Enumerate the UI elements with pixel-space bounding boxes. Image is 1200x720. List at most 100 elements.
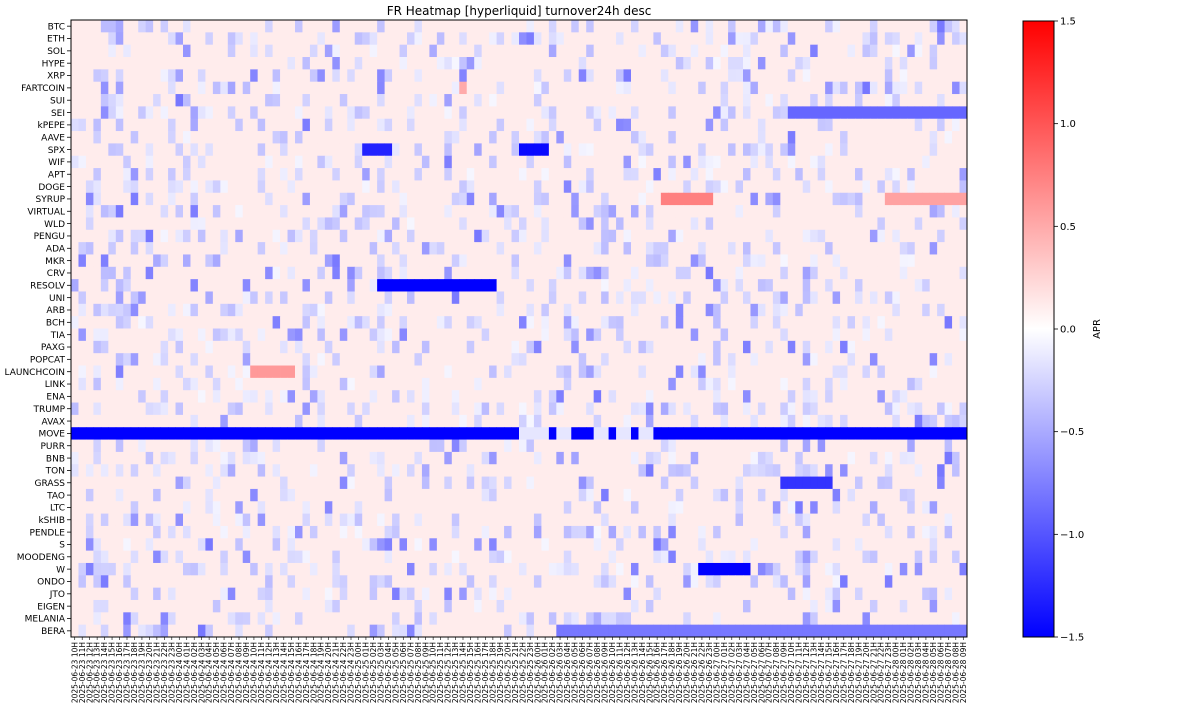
heatmap-cell: [899, 143, 908, 157]
heatmap-cell: [616, 180, 624, 194]
heatmap-cell: [377, 143, 385, 157]
heatmap-cell: [324, 254, 333, 268]
heatmap-cell: [489, 340, 497, 354]
heatmap-cell: [675, 229, 684, 243]
heatmap-cell: [85, 106, 94, 120]
heatmap-cell: [287, 118, 296, 132]
heatmap-cell: [847, 303, 856, 317]
heatmap-cell: [937, 32, 945, 46]
heatmap-cell: [175, 131, 184, 144]
heatmap-cell: [429, 57, 438, 70]
heatmap-cell: [705, 377, 714, 391]
heatmap-cell: [384, 525, 393, 539]
heatmap-cell: [227, 44, 236, 58]
heatmap-cell: [444, 488, 453, 502]
heatmap-cell: [705, 291, 714, 305]
heatmap-cell: [108, 402, 117, 416]
heatmap-cell: [631, 69, 639, 83]
heatmap-cell: [944, 229, 953, 243]
heatmap-cell: [869, 131, 878, 144]
heatmap-cell: [138, 69, 147, 83]
heatmap-cell: [123, 254, 132, 268]
heatmap-cell: [884, 254, 893, 268]
heatmap-cell: [347, 254, 356, 268]
heatmap-cell: [556, 365, 565, 379]
heatmap-cell: [787, 229, 796, 243]
heatmap-cell: [504, 118, 512, 132]
heatmap-cell: [175, 279, 184, 292]
heatmap-cell: [757, 291, 766, 305]
heatmap-cell: [481, 168, 490, 181]
heatmap-cell: [429, 180, 438, 194]
heatmap-cell: [250, 44, 259, 58]
heatmap-cell: [645, 266, 654, 280]
heatmap-cell: [743, 451, 751, 465]
heatmap-cell: [541, 402, 550, 416]
heatmap-cell: [907, 20, 916, 33]
heatmap-cell: [862, 303, 871, 317]
heatmap-cell: [952, 192, 960, 206]
heatmap-cell: [571, 513, 580, 527]
heatmap-cell: [698, 439, 707, 453]
heatmap-cell: [265, 365, 273, 379]
heatmap-cell: [601, 168, 609, 181]
heatmap-cell: [511, 340, 520, 354]
heatmap-cell: [601, 229, 609, 243]
heatmap-cell: [548, 353, 557, 366]
heatmap-cell: [100, 44, 109, 58]
heatmap-cell: [892, 32, 901, 46]
heatmap-cell: [197, 81, 206, 95]
heatmap-cell: [369, 180, 378, 194]
heatmap-cell: [183, 20, 191, 33]
heatmap-cell: [414, 44, 423, 58]
heatmap-cell: [392, 488, 400, 502]
heatmap-cell: [802, 427, 811, 440]
heatmap-cell: [168, 168, 176, 181]
heatmap-cell: [115, 402, 124, 416]
heatmap-cell: [817, 390, 826, 403]
heatmap-cell: [907, 217, 916, 231]
heatmap-cell: [108, 106, 117, 120]
heatmap-cell: [810, 402, 819, 416]
heatmap-cell: [466, 242, 475, 255]
heatmap-cell: [190, 81, 199, 95]
heatmap-cell: [914, 464, 923, 477]
heatmap-cell: [399, 155, 408, 169]
heatmap-cell: [810, 44, 819, 58]
heatmap-cell: [929, 205, 938, 218]
heatmap-cell: [362, 229, 371, 243]
heatmap-cell: [832, 180, 841, 194]
heatmap-cell: [593, 328, 602, 342]
heatmap-cell: [698, 328, 707, 342]
heatmap-cell: [593, 316, 602, 329]
heatmap-cell: [795, 266, 804, 280]
heatmap-cell: [810, 476, 819, 490]
heatmap-cell: [690, 106, 699, 120]
heatmap-cell: [660, 180, 669, 194]
heatmap-cell: [369, 94, 378, 107]
heatmap-cell: [660, 229, 669, 243]
heatmap-cell: [914, 155, 923, 169]
heatmap-cell: [757, 106, 766, 120]
heatmap-cell: [227, 266, 236, 280]
heatmap-cell: [481, 316, 490, 329]
heatmap-cell: [489, 81, 497, 95]
heatmap-cell: [362, 439, 371, 453]
heatmap-cell: [750, 180, 759, 194]
heatmap-cell: [855, 180, 863, 194]
heatmap-cell: [272, 427, 281, 440]
heatmap-cell: [71, 365, 79, 379]
heatmap-cell: [787, 57, 796, 70]
heatmap-cell: [115, 118, 124, 132]
heatmap-cell: [324, 217, 333, 231]
heatmap-cell: [959, 291, 968, 305]
heatmap-cell: [138, 168, 147, 181]
heatmap-cell: [235, 254, 244, 268]
heatmap-cell: [757, 143, 766, 157]
heatmap-cell: [631, 94, 639, 107]
heatmap-cell: [347, 402, 356, 416]
heatmap-cell: [877, 57, 886, 70]
heatmap-cell: [548, 377, 557, 391]
heatmap-cell: [683, 340, 692, 354]
heatmap-cell: [586, 328, 595, 342]
